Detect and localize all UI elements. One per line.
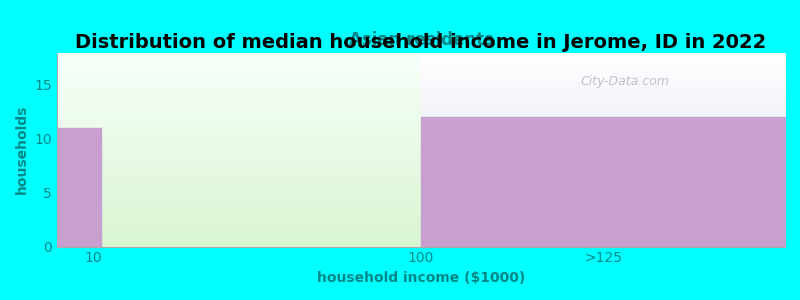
- Text: Asian residents: Asian residents: [349, 31, 494, 49]
- Text: City-Data.com: City-Data.com: [581, 75, 670, 88]
- Y-axis label: households: households: [15, 105, 29, 194]
- X-axis label: household income ($1000): household income ($1000): [317, 271, 525, 285]
- Title: Distribution of median household income in Jerome, ID in 2022: Distribution of median household income …: [75, 34, 766, 52]
